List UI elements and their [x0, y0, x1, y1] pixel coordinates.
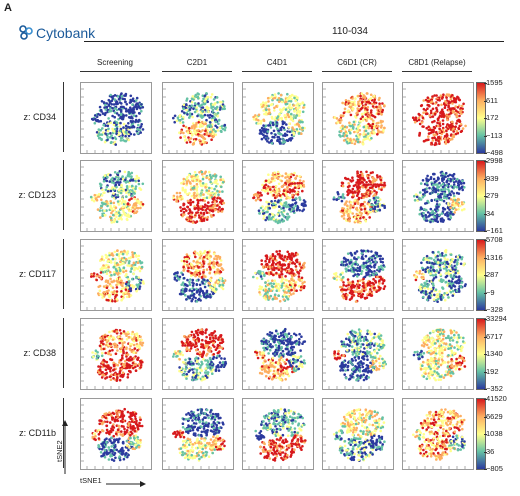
- colorbar-tick-label: 1340: [486, 349, 503, 358]
- tsne-plot: [162, 82, 234, 154]
- column-header: Screening: [76, 58, 154, 67]
- colorbar-tick-label: 1595: [486, 78, 503, 87]
- column-underline: [162, 71, 232, 72]
- tsne-plot: [80, 160, 152, 232]
- colorbar-tick-label: 41520: [486, 394, 507, 403]
- cytobank-logo: Cytobank: [16, 22, 126, 46]
- colorbar-tick-label: −9: [486, 288, 495, 297]
- colorbar-tick-label: 36: [486, 447, 494, 456]
- tsne-plot: [80, 82, 152, 154]
- colorbar-tick-label: 6629: [486, 412, 503, 421]
- tsne-plot: [80, 239, 152, 311]
- colorbar-tick-label: 279: [486, 191, 499, 200]
- colorbar-tick-label: 172: [486, 113, 499, 122]
- tsne-plot: [162, 160, 234, 232]
- colorbar-tick-label: −805: [486, 464, 503, 473]
- colorbar-tick-label: 192: [486, 367, 499, 376]
- column-header: C8D1 (Relapse): [398, 58, 476, 67]
- tsne-plot: [402, 318, 474, 390]
- column-underline: [80, 71, 150, 72]
- colorbar-tick-label: 1316: [486, 253, 503, 262]
- colorbar-tick-label: 939: [486, 174, 499, 183]
- axis-x-label: tSNE1: [80, 476, 102, 485]
- colorbar-tick-label: −161: [486, 226, 503, 235]
- colorbar-tick-label: 6717: [486, 332, 503, 341]
- tsne-plot: [402, 160, 474, 232]
- colorbar-tick-label: 33294: [486, 314, 507, 323]
- colorbar-tick-label: 287: [486, 270, 499, 279]
- row-rule: [63, 239, 64, 309]
- row-rule: [63, 160, 64, 230]
- tsne-plot: [242, 82, 314, 154]
- sample-id: 110-034: [160, 26, 520, 37]
- tsne-plot: [162, 239, 234, 311]
- tsne-plot: [322, 160, 394, 232]
- tsne-plot: [242, 160, 314, 232]
- row-label: z: CD123: [4, 190, 56, 200]
- row-rule: [63, 318, 64, 388]
- row-rule: [63, 82, 64, 152]
- sample-underline: [84, 41, 504, 42]
- tsne-plot: [322, 82, 394, 154]
- tsne-plot: [80, 398, 152, 470]
- colorbar-tick-label: 34: [486, 209, 494, 218]
- column-underline: [242, 71, 312, 72]
- tsne-plot: [322, 239, 394, 311]
- column-underline: [322, 71, 392, 72]
- row-label: z: CD11b: [4, 428, 56, 438]
- tsne-plot: [402, 82, 474, 154]
- tsne-plot: [162, 318, 234, 390]
- column-header: C4D1: [238, 58, 316, 67]
- tsne-plot: [242, 239, 314, 311]
- colorbar-tick-label: 1038: [486, 429, 503, 438]
- tsne-plot: [402, 398, 474, 470]
- row-label: z: CD38: [4, 348, 56, 358]
- tsne-plot: [162, 398, 234, 470]
- column-underline: [402, 71, 472, 72]
- colorbar-tick-label: 5708: [486, 235, 503, 244]
- colorbar-tick-label: −113: [486, 131, 502, 140]
- row-label: z: CD117: [4, 269, 56, 279]
- colorbar-tick-label: 611: [486, 96, 498, 105]
- tsne-plot: [242, 398, 314, 470]
- tsne-plot: [402, 239, 474, 311]
- column-header: C6D1 (CR): [318, 58, 396, 67]
- panel-letter: A: [4, 2, 12, 14]
- cytobank-logo-icon: [16, 23, 36, 43]
- colorbar-tick-label: −352: [486, 384, 503, 393]
- row-label: z: CD34: [4, 112, 56, 122]
- tsne-plot: [322, 398, 394, 470]
- axis-y-label: tSNE2: [55, 440, 64, 462]
- tsne-plot: [242, 318, 314, 390]
- colorbar-tick-label: 2998: [486, 156, 503, 165]
- logo-text: Cytobank: [36, 25, 95, 41]
- tsne-plot: [80, 318, 152, 390]
- colorbar-tick-label: −328: [486, 305, 503, 314]
- tsne-plot: [322, 318, 394, 390]
- column-header: C2D1: [158, 58, 236, 67]
